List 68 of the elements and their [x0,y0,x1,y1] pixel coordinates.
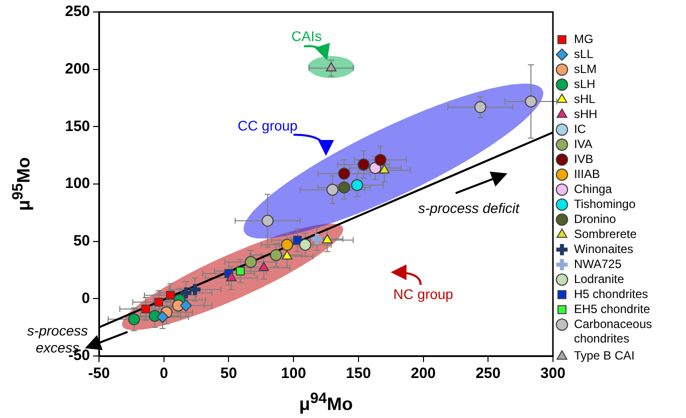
point [262,214,274,227]
point [358,158,370,171]
annotation: NC group [393,286,454,302]
annotation: CC group [238,118,298,134]
x-tick-label: 250 [476,365,501,382]
annotation: CAIs [291,28,322,44]
legend-label: Chinga [574,182,612,196]
point [326,184,338,196]
point [141,304,150,314]
point [178,285,194,300]
legend-label: sLH [574,76,596,91]
x-tick-label: 100 [281,365,306,382]
legend-label: Tishomingo [574,196,636,211]
legend-label: IIIAB [574,166,600,181]
legend-label: IC [574,122,586,136]
point [369,162,382,174]
point [270,249,282,262]
point [154,298,164,306]
legend-label: sLL [574,46,594,61]
legend-label: H5 chondrites [574,286,648,301]
point [299,238,312,251]
point [226,272,237,282]
point [474,101,486,114]
point [244,256,257,268]
point [128,313,140,326]
legend-label: Winonaites [574,242,634,256]
x-tick-label: 50 [220,365,238,382]
x-tick-label: -50 [88,365,110,382]
y-tick-label: 250 [64,3,90,20]
annotation: s-process deficit [418,200,520,216]
legend-label: IVA [574,136,592,151]
point [524,95,537,108]
point [156,311,169,324]
y-tick-label: 200 [64,60,90,78]
point [338,168,350,180]
legend-label: EH5 chondrite [574,302,650,316]
legend-label: Dronino [574,212,616,226]
legend-label: Type B CAI [574,348,635,363]
point [338,181,350,194]
x-tick-label: 0 [160,365,168,382]
point [374,154,386,166]
y-tick-label: 100 [64,175,90,192]
point [351,179,364,192]
legend-label: Carbonaceous chondrites [574,316,652,346]
legend-label: MG [574,32,594,46]
x-axis-title: μ$^{94}$Mo [299,390,353,415]
legend-label: NWA725 [574,256,622,271]
point [166,290,175,300]
legend-label: sHH [574,106,598,121]
y-tick-label: 150 [64,118,90,135]
point [180,300,192,312]
point [322,234,333,244]
point [379,164,390,174]
y-tick-label: 0 [82,290,90,307]
y-tick-label: 50 [73,232,90,250]
x-tick-label: 200 [410,365,436,382]
legend-label: IVB [574,152,594,166]
point [282,250,292,260]
legend-label: Lodranite [574,272,624,286]
x-tick-label: 300 [540,365,566,382]
point [236,266,245,276]
legend-label: sHL [574,92,596,106]
x-tick-label: 150 [346,365,371,382]
point [281,238,294,251]
point [258,262,269,271]
legend-label: sLM [574,62,597,76]
point [326,62,336,72]
legend-label: Sombrerete [574,226,637,241]
